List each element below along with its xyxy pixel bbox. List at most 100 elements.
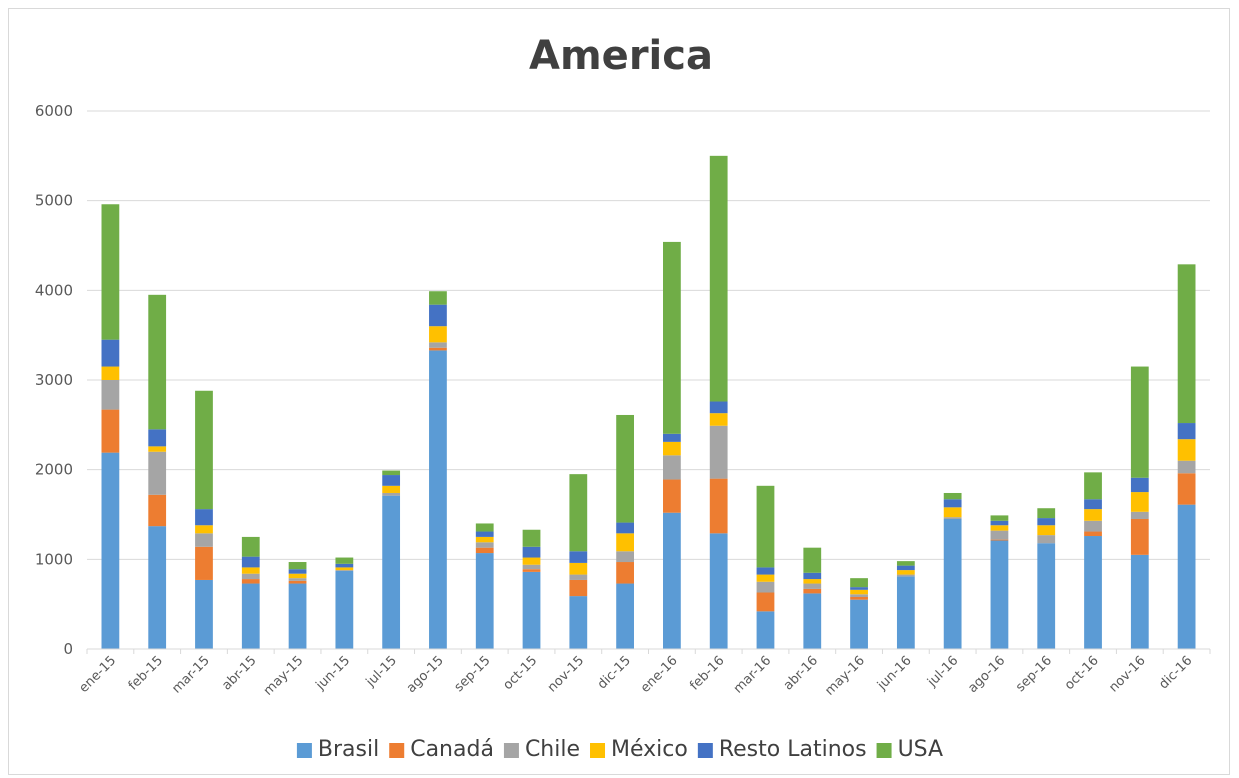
legend-swatch [503,743,519,758]
bar-segment [896,574,915,577]
bar-segment [429,342,447,348]
legend-item: USA [876,737,943,762]
bar-segment [288,562,307,570]
legend: Brasil Canadá Chile México Resto Latinos USA [296,737,943,762]
bar-segment [1177,423,1196,440]
bar-segment [616,562,634,584]
legend-label: Resto Latinos [719,737,867,762]
x-tick-label: nov-16 [1106,653,1148,695]
bar-segment [429,304,447,327]
bar-segment [241,567,260,574]
bar-segment [709,478,728,534]
bar-segment [288,573,307,579]
legend-swatch [296,743,312,758]
bar-segment [288,578,307,581]
bar-segment [241,579,260,584]
x-tick-label: feb-16 [687,653,727,693]
bar-segment [990,520,1009,526]
legend-item: Resto Latinos [697,737,867,762]
bar-segment [1130,518,1149,555]
bar-segment [803,583,822,589]
x-tick-label: jul-15 [363,653,400,690]
bar-segment [663,433,681,442]
legend-item: Canadá [389,737,494,762]
bar-segment [1177,264,1196,424]
bar-segment [195,525,213,534]
x-tick-label: jun-15 [313,653,354,694]
bar-segment [850,599,868,649]
y-tick-label: 3000 [35,371,73,389]
bar-segment [850,596,868,600]
bar-segment [1130,511,1149,519]
bar-segment [475,536,494,543]
bar-segment [382,492,401,496]
bar-segment [101,339,120,367]
bar-segment [429,291,447,305]
bar-segment [990,525,1009,531]
bar-segment [1177,504,1196,649]
x-tick-label: oct-16 [1062,653,1102,693]
bar-segment [990,515,1009,521]
bar-segment [709,413,728,426]
y-tick-label: 5000 [35,192,73,210]
bar-segment [990,540,1009,649]
bar-segment [616,414,634,523]
bar-segment [1037,535,1056,544]
bar-segment [756,485,775,568]
x-tick-label: may-16 [822,653,867,698]
x-tick-label: jun-16 [874,653,915,694]
x-tick-label: ago-15 [404,653,447,696]
bar-segment [195,579,213,649]
bar-segment [896,565,915,571]
bar-segment [1177,460,1196,474]
legend-swatch [876,743,892,758]
bar-segment [335,570,354,649]
bar-segment [803,593,822,649]
bar-segment [850,587,868,590]
bar-segment [943,492,962,500]
bar-segment [1084,536,1102,649]
x-tick-label: ago-16 [965,653,1008,696]
bar-segment [1130,366,1149,478]
bar-segment [616,583,634,649]
bar-segment [148,494,167,527]
bar-segment [1130,554,1149,649]
bar-segment [195,509,213,526]
bar-segment [616,551,634,563]
bar-segment [522,564,541,570]
y-axis: 0 1000 2000 3000 4000 5000 6000 [35,102,73,658]
legend-label: Chile [525,737,580,762]
bar-segment [569,574,588,580]
bar-segment [663,512,681,649]
y-tick-label: 6000 [35,102,73,120]
bar-segment [803,588,822,594]
chart-frame: America 0 1000 2000 3000 4000 5000 6000 ene-15… [8,8,1230,775]
bar-segment [616,533,634,552]
bar-segment [241,556,260,568]
legend-item: Brasil [296,737,379,762]
bar-segment [850,578,868,588]
bar-segment [709,401,728,414]
bar-segment [1037,518,1056,526]
bar-segment [148,526,167,649]
legend-item: México [590,737,688,762]
bars [101,155,1196,649]
bar-segment [522,569,541,572]
x-axis: ene-15 feb-15 mar-15 abr-15 may-15 jun-15 jul-… [76,648,1211,699]
bar-segment [1084,472,1102,500]
bar-segment [850,594,868,597]
bar-segment [429,350,447,649]
bar-segment [569,596,588,649]
bar-segment [1130,492,1149,512]
bar-segment [569,474,588,552]
x-tick-label: ene-15 [76,653,119,696]
x-tick-label: sep-15 [452,653,494,695]
bar-segment [101,452,120,649]
bar-segment [803,547,822,573]
bar-segment [896,561,915,566]
bar-segment [1084,509,1102,521]
legend-swatch [389,743,405,758]
legend-label: Canadá [410,737,494,762]
bar-segment [429,347,447,351]
bar-segment [195,533,213,547]
